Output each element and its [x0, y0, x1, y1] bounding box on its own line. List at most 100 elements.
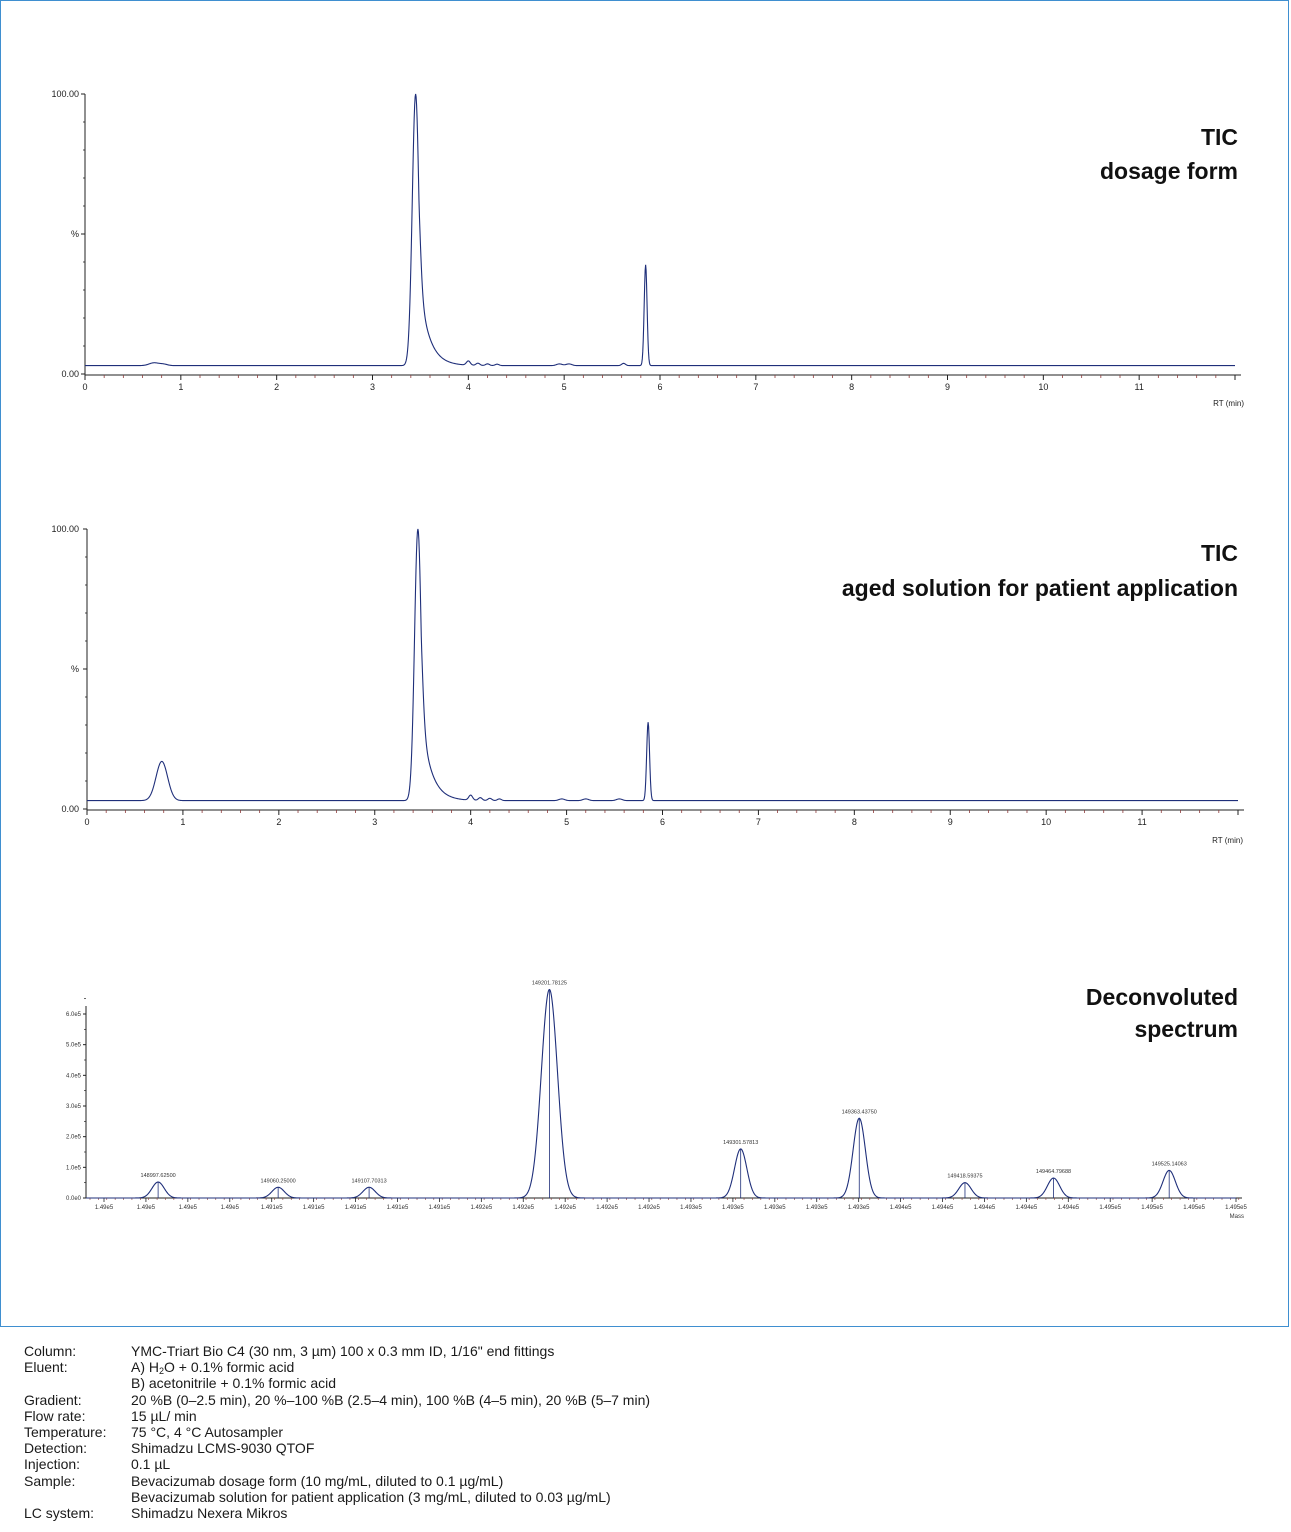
x-tick-label: 4: [468, 817, 473, 827]
peak-mass-label: 148997.62500: [141, 1173, 176, 1179]
tic-trace: [87, 528, 1238, 802]
condition-value-post: O + 0.1% formic acid: [164, 1359, 295, 1376]
x-tick-label: 5: [562, 382, 567, 392]
y-tick-label-top: 100.00: [51, 89, 79, 99]
x-tick-label: 1.492e5: [512, 1205, 534, 1211]
x-tick-label: 2: [276, 817, 281, 827]
x-tick-label: 1.494e5: [890, 1205, 912, 1211]
y-tick-label: 4.0e5: [66, 1073, 82, 1079]
panel-title-line-2: aged solution for patient application: [842, 575, 1238, 601]
condition-key: LC system:: [24, 1505, 95, 1522]
x-tick-label: 9: [948, 817, 953, 827]
condition-value: 15 µL/ min: [131, 1407, 197, 1424]
x-tick-label: 1.49e5: [221, 1205, 240, 1211]
x-tick-label: 1.495e5: [1099, 1205, 1121, 1211]
condition-value: 75 °C, 4 °C Autosampler: [131, 1424, 284, 1441]
condition-row: Temperature: 75 °C, 4 °C Autosampler: [24, 1424, 1274, 1440]
x-tick-label: 1.492e5: [470, 1205, 492, 1211]
condition-value: Shimadzu Nexera Mikros: [131, 1505, 288, 1522]
panel-title-line-1: TIC: [1201, 124, 1238, 150]
condition-row: Column: YMC-Triart Bio C4 (30 nm, 3 µm) 1…: [24, 1343, 1274, 1359]
x-tick-label: 1.49e5: [137, 1205, 156, 1211]
x-tick-label: 1.493e5: [806, 1205, 828, 1211]
condition-row: Bevacizumab solution for patient applica…: [24, 1489, 1274, 1505]
condition-value-pre: A) H: [131, 1359, 159, 1376]
tic-chart-1: 100.00% 0.000 1 2 3 4 5 6 7 8 9 10 11 RT (min) TIC dosa…: [51, 89, 1244, 408]
condition-key: Gradient:: [24, 1391, 82, 1408]
y-tick-label-zero: 0.00: [61, 369, 79, 379]
x-tick-label: 6: [657, 382, 662, 392]
peak-mass-label: 149418.59375: [947, 1174, 982, 1180]
x-tick-label: 10: [1038, 382, 1048, 392]
y-tick-label-zero: 0.00: [61, 804, 79, 814]
x-tick-label: 1.49e5: [95, 1205, 114, 1211]
x-tick-label: 8: [852, 817, 857, 827]
y-tick-label: 5.0e5: [66, 1043, 82, 1049]
x-tick-label: 1.495e5: [1183, 1205, 1205, 1211]
condition-key: Flow rate:: [24, 1407, 86, 1424]
x-tick-label: 0: [82, 382, 87, 392]
y-tick-label-top: 100.00: [51, 524, 79, 534]
x-tick-label: 1.494e5: [1016, 1205, 1038, 1211]
condition-value: YMC-Triart Bio C4 (30 nm, 3 µm) 100 x 0.…: [131, 1343, 555, 1359]
x-tick-label: 7: [753, 382, 758, 392]
condition-row: Eluent: A) H2O + 0.1% formic acid: [24, 1359, 1274, 1376]
x-tick-label: 1.495e5: [1141, 1205, 1163, 1211]
x-tick-label: 1.491e5: [387, 1205, 409, 1211]
x-tick-label: 1.494e5: [932, 1205, 954, 1211]
x-tick-label: 3: [370, 382, 375, 392]
y-tick-label: 2.0e5: [66, 1135, 82, 1141]
peak-mass-label: 149464.79688: [1036, 1169, 1071, 1175]
x-tick-label: 1.494e5: [1057, 1205, 1079, 1211]
condition-value: B) acetonitrile + 0.1% formic acid: [131, 1375, 337, 1392]
panel-title-line-2: dosage form: [1100, 158, 1238, 184]
x-tick-label: 1.493e5: [848, 1205, 870, 1211]
x-tick-label: 4: [466, 382, 471, 392]
x-tick-label: 11: [1137, 817, 1146, 827]
y-tick-label-mid: %: [71, 229, 79, 239]
x-tick-label: 8: [849, 382, 854, 392]
deconvoluted-spectrum-chart: 0.0e0 1.0e5 2.0e5 3.0e5 4.0e5 5.0e5 6.0e5 1.49e…: [66, 980, 1248, 1220]
x-tick-label: 1.493e5: [764, 1205, 786, 1211]
x-tick-label: 3: [372, 817, 377, 827]
x-axis-unit-label: RT (min): [1213, 399, 1244, 408]
tic-chart-2: 100.00% 0.00 0 1 2 3 4 5 6 7 8 9 10 11 RT (min) TIC aged…: [51, 524, 1244, 845]
condition-value: A) H2O + 0.1% formic acid: [131, 1359, 1274, 1376]
peak-mass-label: 149060.25000: [261, 1178, 296, 1184]
x-tick-label: 1.493e5: [680, 1205, 702, 1211]
condition-row: Sample: Bevacizumab dosage form (10 mg/mL…: [24, 1473, 1274, 1489]
x-tick-label: 10: [1041, 817, 1051, 827]
condition-row: Gradient: 20 %B (0–2.5 min), 20 %–100 %B …: [24, 1392, 1274, 1408]
x-tick-label: 1.491e5: [303, 1205, 325, 1211]
condition-value: 0.1 µL: [131, 1456, 171, 1473]
condition-row: B) acetonitrile + 0.1% formic acid: [24, 1375, 1274, 1391]
peak-mass-label: 149301.57813: [723, 1140, 758, 1146]
condition-row: Detection: Shimadzu LCMS-9030 QTOF: [24, 1440, 1274, 1456]
x-tick-label: 1.493e5: [722, 1205, 744, 1211]
condition-row: Injection: 0.1 µL: [24, 1456, 1274, 1472]
x-axis-unit-label: Mass: [1230, 1214, 1244, 1220]
x-tick-label: 1.492e5: [638, 1205, 660, 1211]
figure-frame: [0, 0, 1289, 1327]
x-tick-label: 1.491e5: [429, 1205, 451, 1211]
panel-title-line-1: Deconvoluted: [1086, 984, 1238, 1010]
condition-value: Bevacizumab solution for patient applica…: [131, 1488, 611, 1505]
y-tick-label: 3.0e5: [66, 1104, 82, 1110]
condition-key: Detection:: [24, 1440, 88, 1457]
x-tick-label: 1.491e5: [261, 1205, 283, 1211]
x-tick-label: 11: [1134, 382, 1143, 392]
x-tick-label: 1.495e5: [1225, 1205, 1247, 1211]
method-conditions: Column: YMC-Triart Bio C4 (30 nm, 3 µm) 1…: [24, 1343, 1274, 1521]
condition-value: Bevacizumab dosage form (10 mg/mL, dilut…: [131, 1472, 504, 1489]
x-tick-label: 5: [564, 817, 569, 827]
condition-key: [24, 1375, 131, 1391]
y-tick-label: 1.0e5: [66, 1165, 82, 1171]
condition-row: LC system: Shimadzu Nexera Mikros: [24, 1505, 1274, 1521]
condition-value: Shimadzu LCMS-9030 QTOF: [131, 1440, 315, 1457]
condition-value: 20 %B (0–2.5 min), 20 %–100 %B (2.5–4 mi…: [131, 1391, 651, 1408]
panel-title-line-1: TIC: [1201, 540, 1238, 566]
condition-key: Eluent:: [24, 1359, 68, 1376]
tic-trace: [85, 93, 1235, 367]
condition-key: Column:: [24, 1343, 77, 1359]
